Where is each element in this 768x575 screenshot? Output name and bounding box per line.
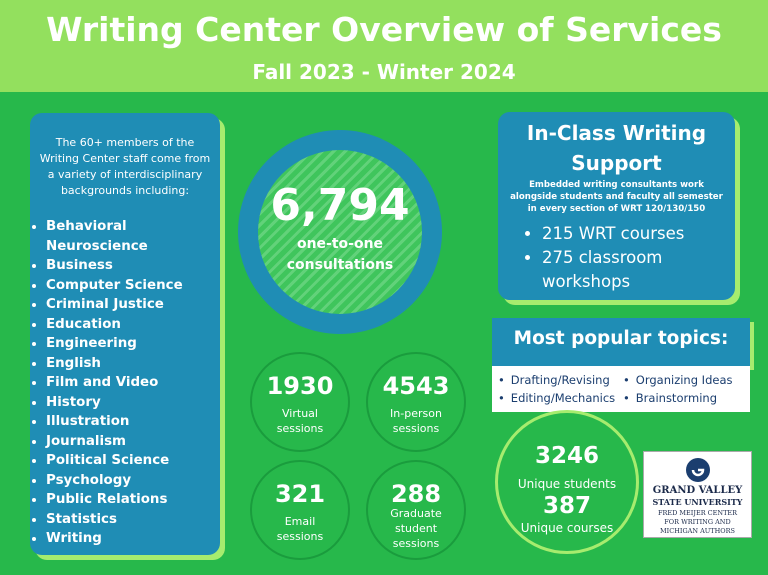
session-value: 288 <box>390 480 442 508</box>
discipline: Behavioral Neuroscience <box>46 217 220 256</box>
logo-line: FOR WRITING AND <box>664 518 731 526</box>
in-class-item: 275 classroom workshops <box>542 246 732 294</box>
in-class-description: Embedded writing consultants work alongs… <box>510 180 723 214</box>
discipline: Psychology <box>46 471 220 491</box>
in-class-title: In-Class Writing Support <box>526 121 707 175</box>
header-band <box>0 0 768 92</box>
discipline: Film and Video <box>46 373 220 393</box>
topic: Drafting/Revising <box>498 373 610 387</box>
consultations-value: 6,794 <box>270 180 410 231</box>
session-label: Graduate student sessions <box>390 507 442 550</box>
staff-panel: The 60+ members of the Writing Center st… <box>30 113 220 555</box>
discipline: Criminal Justice <box>46 295 220 315</box>
logo-line: STATE UNIVERSITY <box>652 497 743 507</box>
topic: Brainstorming <box>623 391 717 405</box>
unique-value: 387 <box>542 493 591 519</box>
topic: Editing/Mechanics <box>498 391 615 405</box>
session-circle: 1930 Virtual sessions <box>250 352 350 452</box>
logo-emblem <box>686 458 710 482</box>
discipline: Illustration <box>46 412 220 432</box>
topics-title: Most popular topics: <box>513 328 729 349</box>
staff-intro: The 60+ members of the Writing Center st… <box>39 136 211 197</box>
topic: Organizing Ideas <box>623 373 733 387</box>
logo: GRAND VALLEY STATE UNIVERSITY FRED MEIJE… <box>643 451 752 538</box>
session-value: 1930 <box>266 372 334 400</box>
session-circle: 321 Email sessions <box>250 460 350 560</box>
discipline: Writing <box>46 529 220 549</box>
session-circle: 4543 In-person sessions <box>366 352 466 452</box>
logo-line: FRED MEIJER CENTER <box>657 509 738 517</box>
discipline: History <box>46 393 220 413</box>
subtitle: Fall 2023 - Winter 2024 <box>252 60 516 84</box>
topics-box: Drafting/Revising Organizing Ideas Editi… <box>492 366 750 412</box>
unique-circle: 3246 Unique students 387 Unique courses <box>495 410 639 554</box>
discipline: Education <box>46 315 220 335</box>
session-value: 321 <box>274 480 326 508</box>
consultations-label: one-to-one consultations <box>286 236 394 273</box>
in-class-list: 215 WRT courses 275 classroom workshops <box>502 222 732 294</box>
unique-value: 3246 <box>534 443 599 469</box>
logo-line: GRAND VALLEY <box>652 485 743 496</box>
discipline: Business <box>46 256 220 276</box>
logo-line: MICHIGAN AUTHORS <box>660 527 735 535</box>
unique-label: Unique students <box>517 477 617 491</box>
discipline: English <box>46 354 220 374</box>
session-circle: 288 Graduate student sessions <box>366 460 466 560</box>
in-class-panel: In-Class Writing Support Embedded writin… <box>498 112 735 300</box>
session-label: Email sessions <box>276 515 324 543</box>
discipline: Public Relations <box>46 490 220 510</box>
discipline: Engineering <box>46 334 220 354</box>
topics-header: Most popular topics: <box>492 318 750 366</box>
in-class-item: 215 WRT courses <box>542 222 732 246</box>
consultations-circle <box>258 150 422 314</box>
discipline: Journalism <box>46 432 220 452</box>
session-label: Virtual sessions <box>276 407 324 435</box>
discipline: Statistics <box>46 510 220 530</box>
session-value: 4543 <box>382 372 450 400</box>
discipline: Political Science <box>46 451 220 471</box>
unique-label: Unique courses <box>520 521 614 535</box>
discipline: Computer Science <box>46 276 220 296</box>
session-label: In-person sessions <box>390 407 442 435</box>
discipline-list: Behavioral NeuroscienceBusinessComputer … <box>32 217 220 549</box>
title: Writing Center Overview of Services <box>46 10 722 49</box>
